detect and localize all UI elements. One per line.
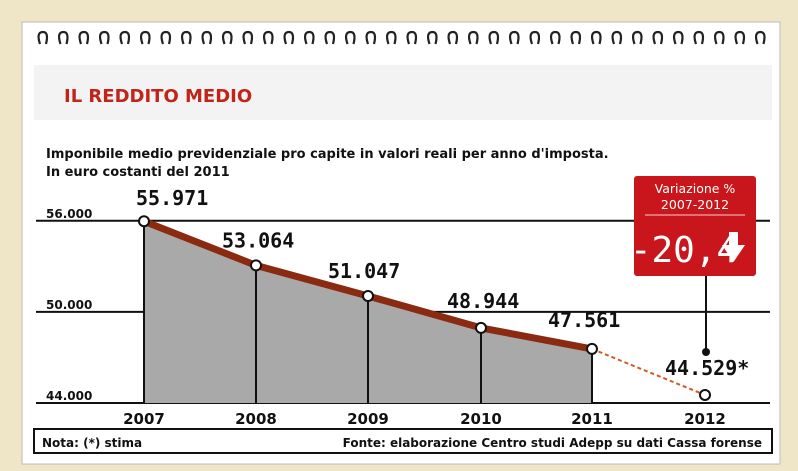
spiral-loop	[78, 30, 90, 45]
spiral-loop	[57, 30, 69, 45]
data-point	[475, 321, 487, 334]
y-tick-label: 50.000	[46, 298, 92, 312]
badge-connector-dot	[702, 348, 710, 356]
spiral-loop	[426, 30, 438, 45]
spiral-loop	[201, 30, 213, 45]
data-label: 48.944	[447, 289, 519, 313]
spiral-loop	[262, 30, 274, 45]
data-point	[138, 215, 150, 228]
spiral-loop	[406, 30, 418, 45]
data-label: 53.064	[222, 228, 294, 252]
spiral-loop	[447, 30, 459, 45]
spiral-loop	[693, 30, 705, 45]
data-point	[250, 259, 262, 272]
data-label: 55.971	[136, 186, 208, 210]
data-point	[586, 342, 598, 355]
variation-badge	[634, 176, 756, 276]
data-label-layer: 55.971 53.064 51.047 48.944 47.561 44.529*	[136, 186, 749, 380]
spiral-binding	[37, 30, 766, 45]
data-label: 51.047	[328, 259, 400, 283]
y-tick-label: 56.000	[46, 207, 92, 221]
badge-label: Variazione %	[655, 181, 736, 196]
footer-source: Fonte: elaborazione Centro studi Adepp s…	[343, 436, 762, 450]
spiral-loop	[488, 30, 500, 45]
spiral-loop	[734, 30, 746, 45]
spiral-loop	[283, 30, 295, 45]
x-tick-label: 2009	[347, 410, 389, 428]
spiral-loop	[590, 30, 602, 45]
spiral-loop	[467, 30, 479, 45]
spiral-loop	[139, 30, 151, 45]
spiral-loop	[242, 30, 254, 45]
x-tick-label: 2010	[460, 410, 502, 428]
point-layer	[138, 215, 711, 401]
spiral-loop	[37, 30, 49, 45]
spiral-loop	[180, 30, 192, 45]
data-label: 47.561	[548, 308, 620, 332]
spiral-loop	[221, 30, 233, 45]
spiral-loop	[160, 30, 172, 45]
estimate-line	[591, 347, 706, 396]
spiral-loop	[570, 30, 582, 45]
spiral-loop	[611, 30, 623, 45]
spiral-loop	[631, 30, 643, 45]
spiral-loop	[119, 30, 131, 45]
spiral-loop	[672, 30, 684, 45]
x-tick-label: 2012	[684, 410, 726, 428]
spiral-loop	[365, 30, 377, 45]
data-label: 44.529*	[665, 356, 749, 380]
header-band	[34, 65, 772, 120]
spiral-loop	[98, 30, 110, 45]
spiral-loop	[344, 30, 356, 45]
chart-subtitle: Imponibile medio previdenziale pro capit…	[46, 147, 609, 162]
badge-value: -20,4	[630, 230, 738, 271]
badge-period: 2007-2012	[661, 197, 729, 212]
footer-bar	[33, 428, 773, 454]
arrow-down-icon	[722, 232, 745, 262]
y-tick-label: 44.000	[46, 389, 92, 403]
spiral-loop	[385, 30, 397, 45]
x-tick-label: 2008	[235, 410, 277, 428]
chart-unit-note: In euro costanti del 2011	[46, 165, 230, 180]
data-point	[699, 388, 711, 401]
data-point	[362, 289, 374, 302]
spiral-loop	[549, 30, 561, 45]
x-tick-label: 2007	[123, 410, 165, 428]
spiral-loop	[713, 30, 725, 45]
spiral-loop	[508, 30, 520, 45]
spiral-loop	[652, 30, 664, 45]
x-tick-label: 2011	[571, 410, 613, 428]
spiral-loop	[303, 30, 315, 45]
spiral-loop	[529, 30, 541, 45]
footer-note: Nota: (*) stima	[42, 436, 142, 450]
x-axis-labels: 2007 2008 2009 2010 2011 2012	[123, 410, 726, 428]
chart-title: IL REDDITO MEDIO	[64, 86, 252, 107]
spiral-loop	[754, 30, 766, 45]
spiral-loop	[324, 30, 336, 45]
